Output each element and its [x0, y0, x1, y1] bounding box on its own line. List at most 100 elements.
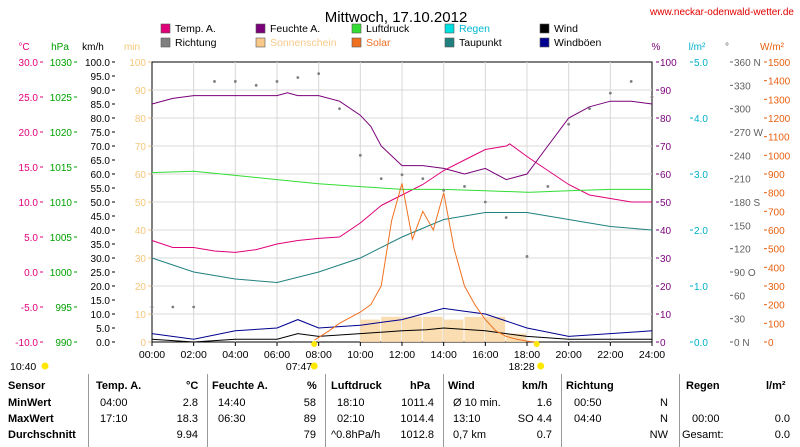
series-taupunkt-line	[151, 212, 653, 284]
wind-value: 0.7	[536, 429, 552, 441]
humidity-axis-tick: 50	[660, 198, 672, 209]
wind-axis-tick: 20.0	[91, 282, 111, 293]
sun-axis-unit: min	[124, 42, 140, 53]
pressure-axis-unit: hPa	[51, 42, 69, 53]
humidity-axis-unit: %	[652, 42, 661, 53]
humidity-axis-tick: 70	[660, 142, 672, 153]
rain-axis-tick: 2.0	[694, 226, 708, 237]
wind-axis-tick: 50.0	[91, 198, 111, 209]
legend-swatch	[444, 37, 455, 48]
hum-time: 06:30	[218, 413, 246, 425]
row-label: Durchschnitt	[8, 429, 76, 441]
humidity-axis-tick: 20	[660, 282, 672, 293]
temp-axis-tick: 15.0	[19, 163, 39, 174]
direction-point	[504, 216, 508, 219]
solar-axis-tick: 900	[768, 170, 785, 181]
temp-axis-tick: -10.0	[15, 338, 38, 349]
direction-axis-tick: 60	[734, 291, 746, 302]
direction-point	[442, 188, 446, 192]
x-tick-label: 06:00	[264, 349, 290, 361]
pressure-axis-tick: 1005	[50, 233, 73, 244]
hdr-rain: Regen	[686, 380, 720, 392]
legend-label: Taupunkt	[459, 37, 502, 49]
wind-axis-tick: 0.0	[96, 338, 110, 349]
direction-point	[379, 177, 383, 181]
legend-swatch	[539, 23, 550, 34]
solar-axis-tick: 1200	[768, 114, 791, 125]
wind-axis-tick: 40.0	[91, 226, 111, 237]
hdr-dir: Richtung	[566, 380, 614, 392]
temp-axis-tick: 25.0	[19, 93, 39, 104]
wind-value: 1.6	[536, 397, 552, 409]
hum-value: 58	[303, 397, 316, 409]
direction-axis-tick: 0 N	[734, 338, 750, 349]
direction-point	[150, 305, 154, 309]
legend-swatch	[351, 23, 362, 34]
solar-axis-tick: 1000	[768, 151, 791, 162]
stats-table: Sensor Temp. A. °C Feuchte A. % Luftdruc…	[0, 374, 800, 447]
sun-axis-tick: 70	[135, 142, 147, 153]
row-label: MinWert	[8, 397, 52, 409]
press-time: 18:10	[337, 397, 365, 409]
x-axis: 00:00 02:00 04:00 06:00 08:00 10:00 12:00 14:00…	[10, 341, 665, 373]
x-tick-label: 00:00	[139, 349, 165, 361]
rain-axis-tick: 1.0	[694, 282, 708, 293]
series-windböen-line	[151, 307, 653, 340]
direction-axis-tick: 210	[734, 175, 751, 186]
temp-value: 18.3	[176, 413, 198, 425]
daylight-label: 10:40	[10, 361, 36, 373]
rain-value: 0.0	[774, 413, 790, 425]
direction-axis-tick: 360 N	[734, 58, 761, 69]
legend-swatch	[255, 37, 266, 48]
sun-axis-tick: 20	[135, 282, 147, 293]
hdr-press-unit: hPa	[410, 380, 431, 392]
rain-value: 0.0	[774, 429, 790, 441]
x-tick-label: 14:00	[431, 349, 457, 361]
sunset-marker	[533, 341, 540, 347]
stats-row-max: MaxWert 17:10 18.3 06:30 89 02:10 1014.4…	[0, 413, 800, 428]
stats-header-row: Sensor Temp. A. °C Feuchte A. % Luftdruc…	[0, 380, 800, 395]
wind-axis-tick: 75.0	[91, 128, 111, 139]
pressure-axis-tick: 1030	[50, 58, 73, 69]
solar-axis-tick: 500	[768, 245, 785, 256]
temp-axis-tick: -5.0	[21, 303, 39, 314]
humidity-axis-tick: 80	[660, 114, 672, 125]
legend-swatch	[351, 37, 362, 48]
humidity-axis-tick: 30	[660, 254, 672, 265]
humidity-axis-tick: 100	[660, 58, 677, 69]
direction-axis-tick: 150	[734, 221, 751, 232]
stats-divider	[679, 374, 680, 447]
hdr-hum-unit: %	[307, 380, 317, 392]
x-tick-label: 04:00	[222, 349, 248, 361]
axes: 30.025.020.015.010.05.00.0-5.0-10.0°C103…	[15, 42, 790, 349]
humidity-axis-tick: 40	[660, 226, 672, 237]
dir-value: NW	[649, 429, 668, 441]
hdr-press: Luftdruck	[331, 380, 382, 392]
pressure-axis-tick: 1000	[50, 268, 73, 279]
solar-axis-tick: 400	[768, 263, 785, 274]
direction-point	[275, 80, 279, 83]
series-luftdruck-line	[151, 170, 652, 193]
humidity-axis-tick: 10	[660, 310, 672, 321]
sun-axis-tick: 80	[135, 114, 147, 125]
x-tick-label: 18:00	[514, 349, 540, 361]
sunshine-bar	[443, 319, 464, 342]
legend-swatch	[444, 23, 455, 34]
site-link[interactable]: www.neckar-odenwald-wetter.de	[649, 7, 794, 18]
legend-label: Solar	[366, 37, 391, 49]
humidity-axis-tick: 60	[660, 170, 672, 181]
direction-axis-tick: 180 S	[734, 198, 760, 209]
solar-axis-tick: 200	[768, 301, 785, 312]
rain-axis-unit: l/m²	[689, 42, 706, 53]
series-lines	[150, 72, 654, 343]
direction-axis-tick: 120	[734, 245, 751, 256]
rain-axis-tick: 3.0	[694, 170, 708, 181]
direction-axis-tick: 30	[734, 315, 746, 326]
direction-axis-tick: 330	[734, 81, 751, 92]
stats-divider	[88, 374, 89, 447]
sunshine-bar	[381, 316, 401, 342]
sunshine-bar	[485, 316, 506, 342]
sun-axis-tick: 100	[129, 58, 146, 69]
direction-point	[338, 107, 341, 111]
chart-title: Mittwoch, 17.10.2012	[325, 9, 468, 26]
